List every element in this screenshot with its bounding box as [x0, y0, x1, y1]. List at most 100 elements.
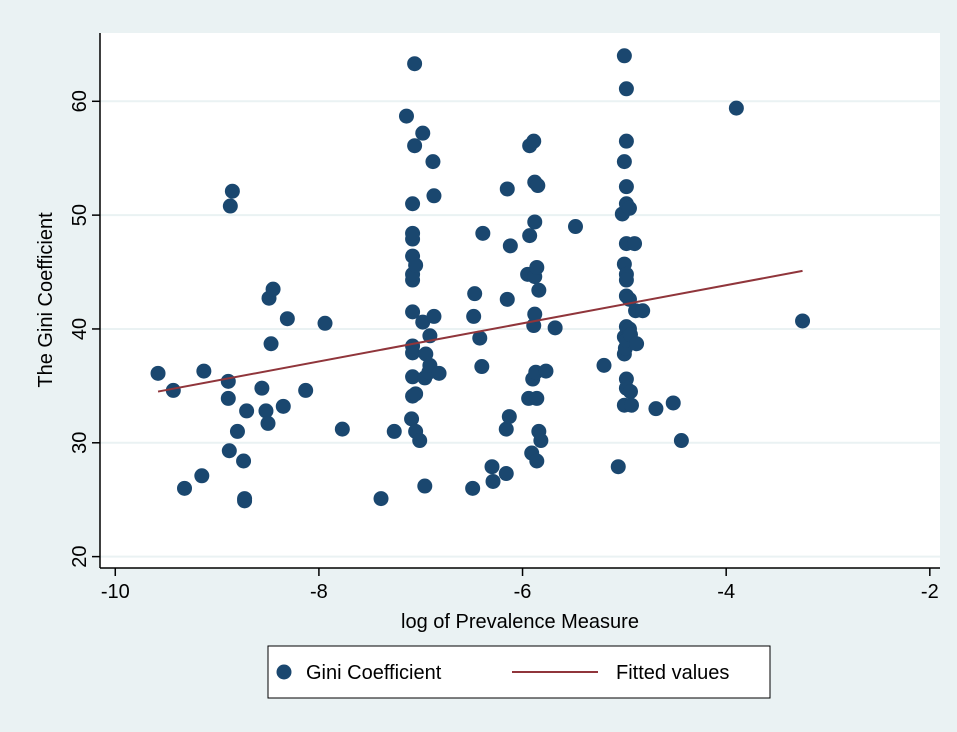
fitted-line-layer	[157, 269, 803, 393]
data-point	[501, 409, 517, 425]
data-point	[728, 100, 744, 116]
data-point	[616, 48, 632, 64]
data-point	[530, 178, 546, 194]
data-point	[220, 390, 236, 406]
data-point	[405, 338, 421, 354]
y-tick-label: 30	[69, 432, 91, 454]
data-point	[498, 466, 514, 482]
legend-scatter-label: Gini Coefficient	[306, 662, 442, 684]
y-tick-label: 60	[69, 90, 91, 112]
x-tick-label: -6	[514, 581, 532, 603]
data-point	[499, 181, 515, 197]
data-point	[221, 443, 237, 459]
data-point	[150, 365, 166, 381]
data-point	[408, 386, 424, 402]
plot-area	[100, 33, 940, 568]
data-point	[502, 238, 518, 254]
data-point	[404, 411, 420, 427]
data-point	[431, 365, 447, 381]
scatter-points	[150, 48, 811, 509]
data-point	[412, 433, 428, 449]
data-point	[635, 303, 651, 319]
data-point	[196, 363, 212, 379]
data-point	[258, 403, 274, 419]
data-point	[623, 397, 639, 413]
data-point	[425, 154, 441, 170]
data-point	[407, 138, 423, 154]
data-point	[405, 196, 421, 212]
data-point	[522, 228, 538, 244]
data-point	[405, 304, 421, 320]
data-point	[298, 382, 314, 398]
data-point	[254, 380, 270, 396]
data-point	[263, 336, 279, 352]
data-point	[485, 473, 501, 489]
data-point	[526, 133, 542, 149]
x-tick-label: -2	[921, 581, 939, 603]
data-point	[237, 493, 253, 509]
data-point	[407, 56, 423, 72]
data-point	[665, 395, 681, 411]
data-point	[220, 373, 236, 389]
x-tick-label: -4	[717, 581, 735, 603]
data-point	[527, 306, 543, 322]
data-point	[474, 359, 490, 375]
y-tick-label: 50	[69, 204, 91, 226]
data-point	[616, 154, 632, 170]
data-point	[622, 384, 638, 400]
data-point	[621, 200, 637, 216]
data-point	[472, 330, 488, 346]
data-point	[499, 291, 515, 307]
data-point	[405, 369, 421, 385]
data-point	[386, 423, 402, 439]
data-point	[398, 108, 414, 124]
y-tick-label: 40	[69, 318, 91, 340]
data-point	[538, 363, 554, 379]
data-point	[527, 214, 543, 230]
grid-lines	[100, 100, 940, 558]
data-point	[165, 382, 181, 398]
data-point	[317, 315, 333, 331]
data-point	[629, 336, 645, 352]
data-point	[596, 357, 612, 373]
data-point	[465, 480, 481, 496]
legend-scatter-marker	[276, 664, 292, 680]
data-point	[236, 453, 252, 469]
data-point	[275, 398, 291, 414]
data-point	[618, 179, 634, 195]
data-point	[426, 188, 442, 204]
data-point	[239, 403, 255, 419]
data-point	[222, 198, 238, 214]
data-point	[177, 480, 193, 496]
data-point	[475, 225, 491, 241]
data-point	[467, 286, 483, 302]
data-point	[279, 311, 295, 327]
data-point	[498, 421, 514, 437]
data-point	[224, 183, 240, 199]
data-point	[334, 421, 350, 437]
data-point	[618, 272, 634, 288]
y-tick-label: 20	[69, 545, 91, 567]
data-point	[567, 219, 583, 235]
axes: 20 30 40 50 60 -10 -8 -6 -4 -2	[69, 33, 940, 603]
data-point	[417, 478, 433, 494]
data-point	[529, 453, 545, 469]
data-point	[484, 459, 500, 475]
data-point	[648, 401, 664, 417]
data-point	[795, 313, 811, 329]
data-point	[610, 459, 626, 475]
x-tick-label: -10	[101, 581, 130, 603]
data-point	[405, 225, 421, 241]
x-axis-title: log of Prevalence Measure	[401, 611, 639, 633]
data-point	[415, 125, 431, 141]
data-point	[260, 415, 276, 431]
legend: Gini Coefficient Fitted values	[267, 645, 771, 699]
data-point	[373, 491, 389, 507]
data-point	[547, 320, 563, 336]
data-point	[418, 346, 434, 362]
data-point	[408, 257, 424, 273]
x-tick-label: -8	[310, 581, 328, 603]
data-point	[627, 236, 643, 252]
